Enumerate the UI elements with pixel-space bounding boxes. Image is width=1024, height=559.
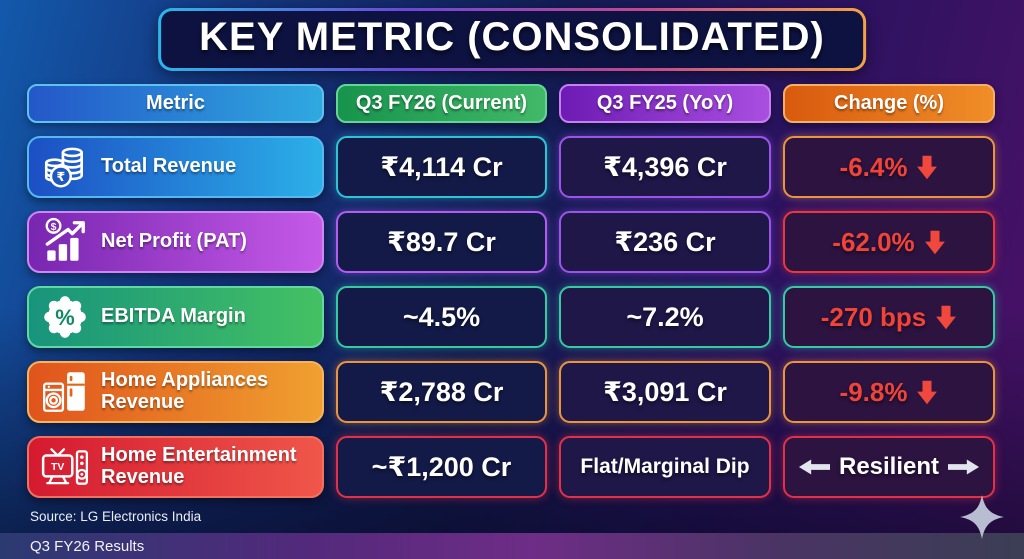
change-cell: -9.8%	[783, 361, 995, 423]
svg-text:$: $	[51, 222, 57, 233]
metric-cell-net-profit: $ Net Profit (PAT)	[27, 211, 324, 273]
metric-label: EBITDA Margin	[101, 305, 246, 328]
column-header-yoy: Q3 FY25 (YoY)	[559, 84, 771, 123]
svg-text:TV: TV	[51, 462, 64, 473]
metric-cell-home-entertainment: TV Home Entertainment Revenue	[27, 436, 324, 498]
value-cell-yoy: ₹4,396 Cr	[559, 136, 771, 198]
appliances-icon	[39, 366, 91, 418]
tv-speaker-icon: TV	[39, 441, 91, 493]
metric-cell-home-appliances: Home Appliances Revenue	[27, 361, 324, 423]
metric-cell-total-revenue: ₹ Total Revenue	[27, 136, 324, 198]
metric-cell-ebitda-margin: % EBITDA Margin	[27, 286, 324, 348]
metric-label: Home Appliances Revenue	[101, 369, 269, 413]
value-cell-yoy: ₹3,091 Cr	[559, 361, 771, 423]
down-arrow-icon	[924, 230, 945, 254]
change-value: -62.0%	[832, 226, 915, 257]
svg-text:%: %	[55, 305, 74, 330]
change-cell: -62.0%	[783, 211, 995, 273]
coins-icon: ₹	[39, 141, 91, 193]
change-value: Resilient	[838, 453, 940, 480]
bottom-bar-label: Q3 FY26 Results	[30, 537, 145, 555]
down-arrow-icon	[917, 155, 938, 179]
bottom-bar: Q3 FY26 Results	[0, 533, 1024, 559]
value-cell-yoy: ₹236 Cr	[559, 211, 771, 273]
column-header-metric: Metric	[27, 84, 324, 123]
metric-label: Net Profit (PAT)	[101, 230, 247, 253]
sparkle-icon	[960, 495, 1004, 539]
title-box: KEY METRIC (CONSOLIDATED)	[161, 11, 863, 68]
title-banner: KEY METRIC (CONSOLIDATED)	[158, 8, 866, 71]
growth-chart-icon: $	[39, 216, 91, 268]
page-title: KEY METRIC (CONSOLIDATED)	[199, 15, 825, 59]
down-arrow-icon	[936, 305, 957, 329]
left-arrow-icon	[798, 459, 830, 475]
change-value: -6.4%	[839, 151, 908, 182]
metric-label: Total Revenue	[101, 155, 237, 178]
source-note: Source: LG Electronics India	[30, 509, 202, 524]
down-arrow-icon	[917, 380, 938, 404]
value-cell-current: ₹89.7 Cr	[336, 211, 547, 273]
change-cell: Resilient	[783, 436, 995, 498]
metrics-table: Metric Q3 FY26 (Current) Q3 FY25 (YoY) C…	[27, 84, 995, 498]
value-cell-yoy: ~7.2%	[559, 286, 771, 348]
value-cell-current: ₹2,788 Cr	[336, 361, 547, 423]
change-value: -270 bps	[820, 301, 927, 332]
metric-label: Home Entertainment Revenue	[101, 444, 297, 488]
change-value: -9.8%	[839, 376, 908, 407]
value-cell-yoy: Flat/Marginal Dip	[559, 436, 771, 498]
change-cell: -6.4%	[783, 136, 995, 198]
column-header-change: Change (%)	[783, 84, 995, 123]
value-cell-current: ~4.5%	[336, 286, 547, 348]
svg-text:₹: ₹	[56, 170, 65, 184]
right-arrow-icon	[948, 459, 980, 475]
value-cell-current: ₹4,114 Cr	[336, 136, 547, 198]
change-cell: -270 bps	[783, 286, 995, 348]
value-cell-current: ~₹1,200 Cr	[336, 436, 547, 498]
percent-badge-icon: %	[39, 291, 91, 343]
column-header-current: Q3 FY26 (Current)	[336, 84, 547, 123]
